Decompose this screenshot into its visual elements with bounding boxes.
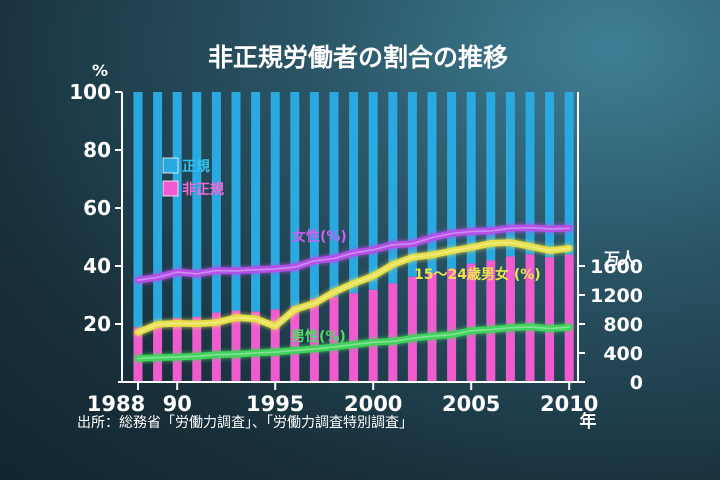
bar-non-regular-2008 [525,254,535,382]
legend-swatch-regular [162,157,179,174]
bar-non-regular-2003 [427,272,437,382]
bar-regular-2006 [486,92,496,261]
bar-regular-2008 [525,92,535,255]
bar-non-regular-2010 [564,254,574,382]
bar-regular-1999 [349,92,359,294]
right-ticks: 1600 1200 800 400 0 [578,256,643,394]
bar-regular-2005 [466,92,476,264]
legend-swatch-non-regular [162,180,179,197]
series-line-highlight-1 [137,241,570,334]
left-tick-label-40: 40 [83,254,111,278]
bar-non-regular-1988 [133,327,143,382]
bar-regular-1993 [231,92,241,311]
x-tick-label-2010: 2010 [540,392,598,416]
bar-regular-2009 [545,92,555,258]
label-youth: 15～24歳男女 (%) [414,266,541,283]
x-tick-label-2000: 2000 [344,392,402,416]
lines-layer [134,224,573,362]
bar-non-regular-2001 [388,283,398,382]
right-tick-label-1200: 1200 [590,285,643,307]
bar-regular-1990 [172,92,182,319]
bar-regular-1989 [153,92,163,323]
legend-label-regular: 正規 [182,159,210,175]
left-tick-label-20: 20 [83,312,111,336]
bar-regular-1991 [192,92,202,317]
bar-non-regular-2004 [447,268,457,382]
bar-regular-2000 [368,92,378,290]
bar-non-regular-2006 [486,260,496,382]
x-tick-label-2005: 2005 [442,392,500,416]
bar-non-regular-1999 [349,293,359,382]
bar-regular-2001 [388,92,398,284]
series-line-highlight-0 [137,226,570,281]
bar-non-regular-1996 [290,306,300,382]
legend: 正規 非正規 [162,157,224,198]
x-ticks: 1988 90 1995 2000 2005 2010 [87,382,598,416]
bar-non-regular-1997 [309,298,319,382]
bar-non-regular-1993 [231,310,241,382]
series-line-0 [134,224,573,284]
bar-regular-1996 [290,92,300,307]
bar-regular-1992 [211,92,221,313]
series-line-1 [134,239,573,336]
x-tick-label-90: 90 [163,392,192,416]
bar-non-regular-1992 [211,312,221,382]
right-tick-label-800: 800 [603,314,643,336]
bar-non-regular-1994 [251,311,261,382]
x-axis-unit: 年 [580,411,597,432]
left-tick-label-80: 80 [83,138,111,162]
bar-non-regular-1991 [192,316,202,382]
bar-non-regular-2000 [368,289,378,382]
bar-non-regular-1998 [329,296,339,382]
left-ticks: 100 80 60 40 20 [69,80,122,336]
bar-regular-2007 [505,92,515,257]
left-axis-unit: % [92,61,108,80]
bar-regular-1994 [251,92,261,312]
bar-regular-2010 [564,92,574,255]
series-line-highlight-2 [137,326,570,360]
left-tick-label-100: 100 [69,80,111,104]
bar-regular-1995 [270,92,280,310]
right-tick-label-400: 400 [603,343,643,365]
bar-regular-2003 [427,92,437,273]
x-tick-label-1988: 1988 [87,392,145,416]
bar-regular-2004 [447,92,457,269]
right-tick-label-1600: 1600 [590,256,643,278]
label-women: 女性(%) [292,228,347,245]
bar-regular-2002 [407,92,417,277]
bar-non-regular-1989 [153,322,163,382]
label-men: 男性(%) [291,328,346,345]
source-note: 出所：総務省「労働力調査」、「労働力調査特別調査」 [77,415,413,431]
bar-regular-1997 [309,92,319,299]
right-axis-unit: 万人 [603,249,637,268]
left-tick-label-60: 60 [83,196,111,220]
bar-non-regular-2005 [466,263,476,382]
legend-label-non-regular: 非正規 [182,181,224,198]
series-line-2 [134,323,573,362]
bar-non-regular-1990 [172,318,182,382]
bar-non-regular-2002 [407,276,417,382]
right-tick-label-0: 0 [630,372,643,394]
bar-regular-1998 [329,92,339,297]
chart-title: 非正規労働者の割合の推移 [208,43,508,72]
bar-non-regular-1995 [270,309,280,382]
bar-non-regular-2009 [545,257,555,382]
x-tick-label-1995: 1995 [246,392,304,416]
bars-layer [133,92,574,382]
bar-regular-1988 [133,92,143,328]
bar-non-regular-2007 [505,256,515,382]
